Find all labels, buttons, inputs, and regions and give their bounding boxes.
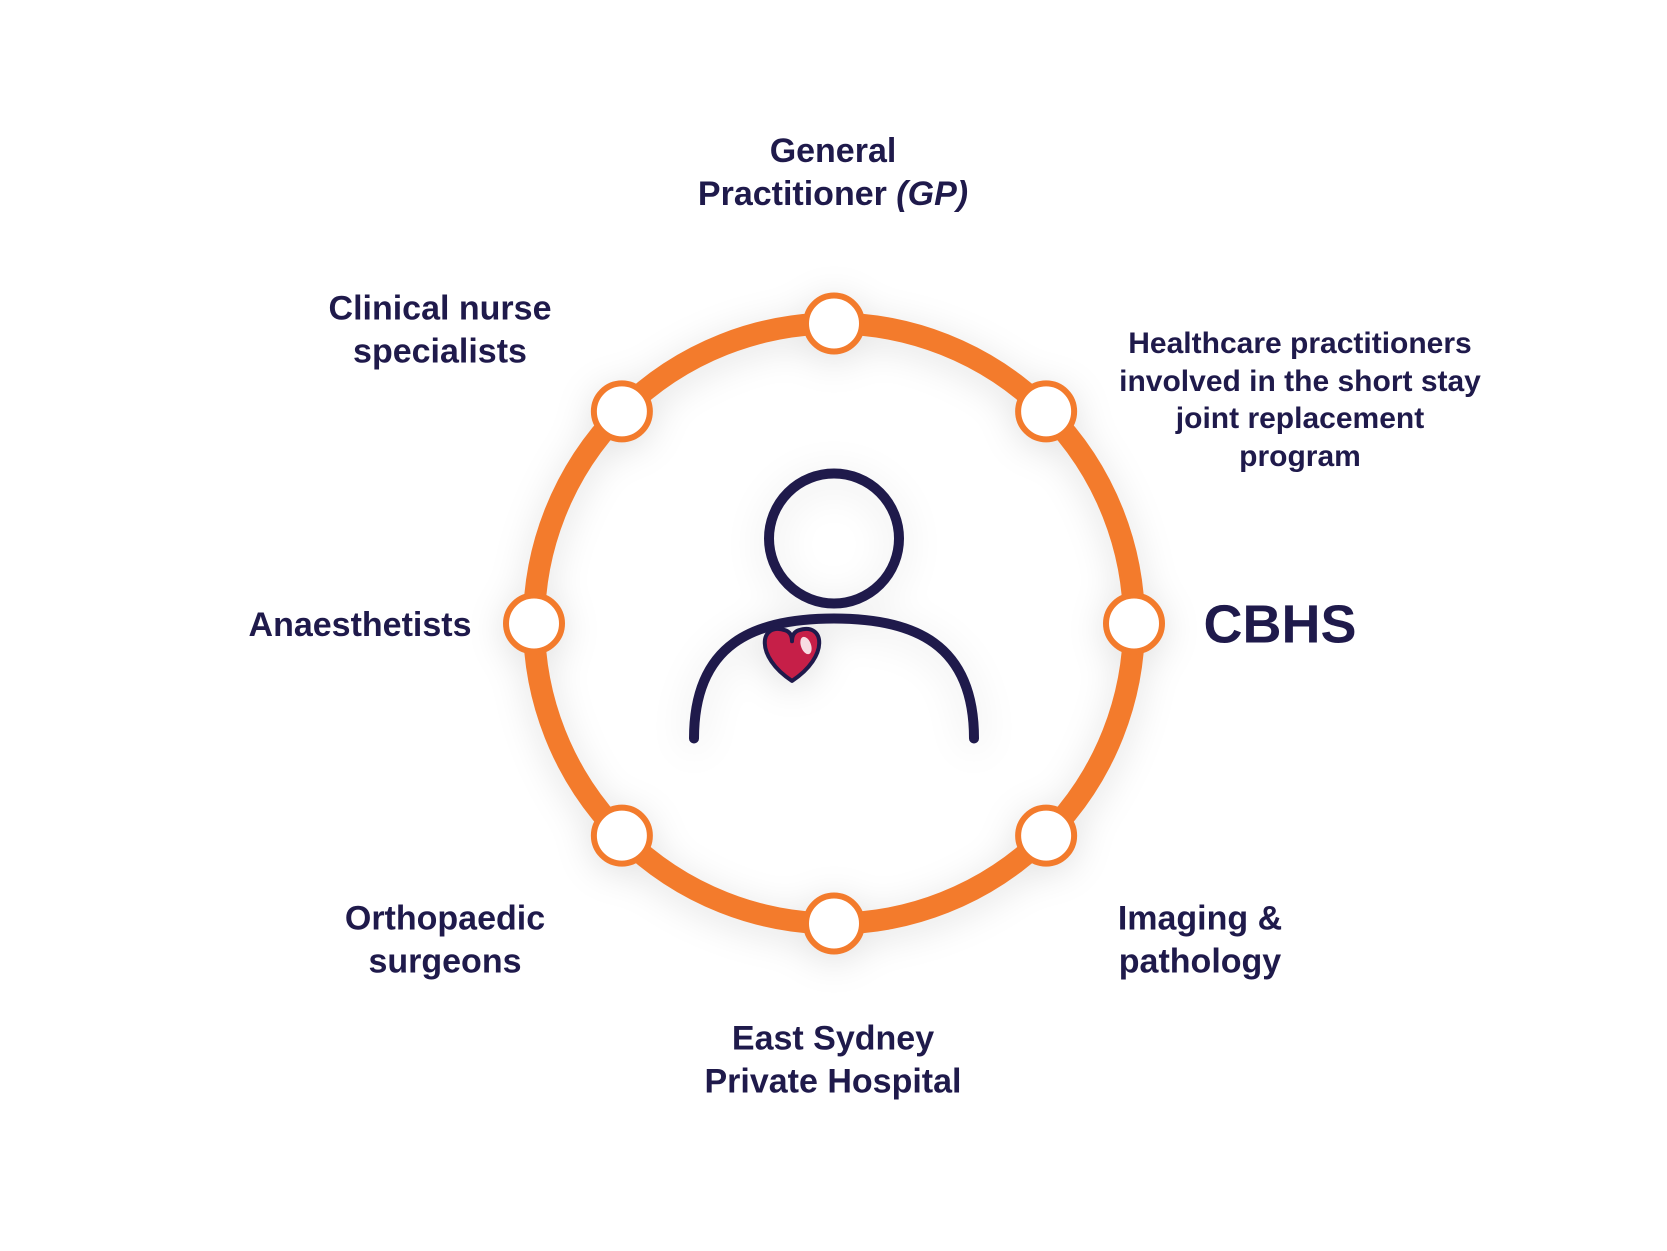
ring-node-imaging [1018, 807, 1074, 863]
label-imaging: Imaging & pathology [1040, 898, 1360, 983]
label-gp: General Practitioner (GP) [623, 130, 1043, 215]
person-heart-icon [694, 473, 974, 738]
label-nurses: Clinical nurse specialists [270, 288, 610, 373]
heart-icon [764, 628, 818, 680]
ring-node-gp [806, 295, 862, 351]
ring-node-ortho [593, 807, 649, 863]
label-ortho: Orthopaedic surgeons [285, 898, 605, 983]
label-anaesthetists: Anaesthetists [200, 604, 520, 647]
diagram-stage: General Practitioner (GP) Healthcare pra… [0, 0, 1667, 1251]
label-hospital: East Sydney Private Hospital [623, 1018, 1043, 1103]
label-healthcare: Healthcare practitioners involved in the… [1040, 325, 1560, 475]
ring-node-hospital [806, 895, 862, 951]
label-cbhs: CBHS [1150, 591, 1410, 659]
ring-node-nurses [593, 383, 649, 439]
